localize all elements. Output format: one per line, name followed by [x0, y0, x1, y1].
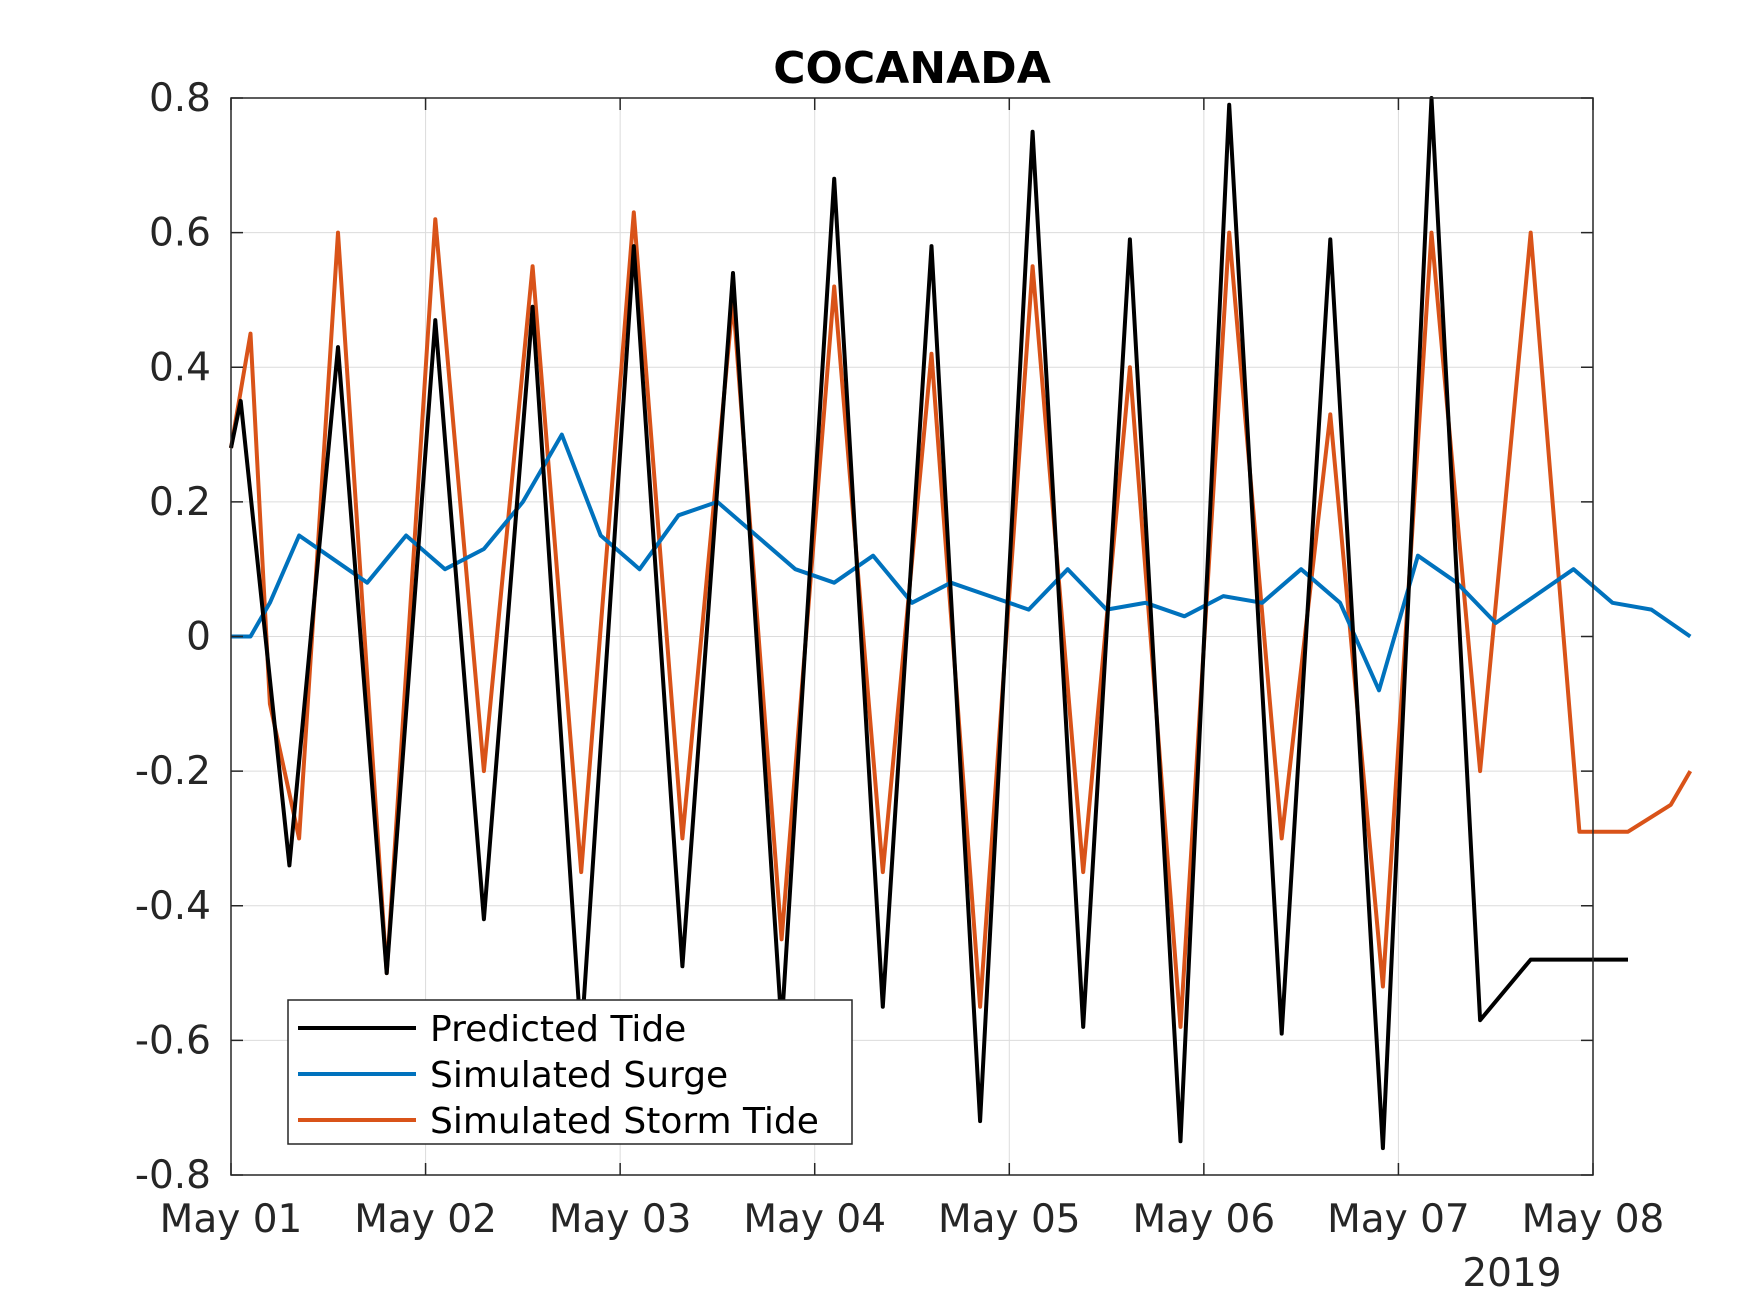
x-tick-label: May 03 [549, 1197, 692, 1242]
y-tick-label: -0.6 [135, 1018, 211, 1063]
x-tick-label: May 04 [743, 1197, 886, 1242]
y-tick-label: 0.4 [149, 345, 211, 390]
y-tick-label: 0.6 [149, 211, 211, 256]
chart-title: COCANADA [773, 43, 1051, 94]
y-tick-label: -0.4 [135, 884, 211, 929]
legend: Predicted Tide Simulated Surge Simulated S… [287, 999, 853, 1145]
y-tick-label: -0.8 [135, 1153, 211, 1198]
series-layer [229, 96, 1693, 1151]
legend-label: Predicted Tide [430, 1009, 686, 1050]
x-tick-label: May 01 [160, 1197, 303, 1242]
y-tick-labels: 0.8 0.6 0.4 0.2 0 -0.2 -0.4 -0.6 -0.8 [135, 76, 211, 1198]
x-tick-label: May 06 [1133, 1197, 1276, 1242]
y-tick-label: -0.2 [135, 749, 211, 794]
x-tick-label: May 07 [1327, 1197, 1470, 1242]
x-secondary-label: 2019 [1462, 1251, 1561, 1296]
y-tick-label: 0 [186, 615, 211, 660]
x-tick-labels: May 01 May 02 May 03 May 04 May 05 May 06 May … [160, 1197, 1665, 1242]
y-tick-label: 0.8 [149, 76, 211, 121]
legend-label: Simulated Storm Tide [430, 1101, 819, 1142]
x-tick-label: May 05 [938, 1197, 1081, 1242]
x-tick-label: May 02 [354, 1197, 497, 1242]
series-line-predicted-tide [229, 96, 1628, 1151]
legend-label: Simulated Surge [430, 1055, 728, 1096]
series-line-simulated-surge [231, 432, 1692, 693]
x-tick-label: May 08 [1522, 1197, 1665, 1242]
axis-ticks [230, 97, 1594, 1176]
y-tick-label: 0.2 [149, 480, 211, 525]
